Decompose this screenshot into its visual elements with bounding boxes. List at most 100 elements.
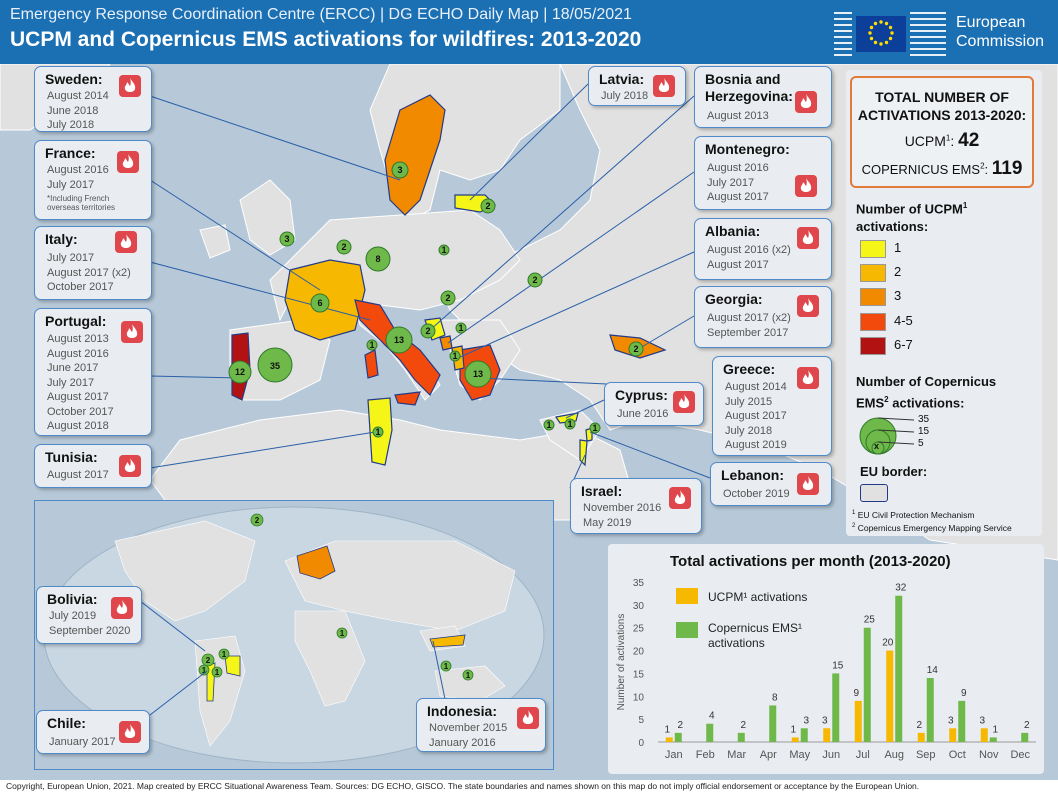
legend-swatch-1 [860, 240, 886, 258]
y-tick-label: 5 [638, 715, 644, 726]
legend-swatch-ems [676, 622, 698, 638]
ems-legend-title: Number of Copernicus EMS2 activations: [856, 374, 997, 411]
svg-text:1: 1 [466, 671, 471, 680]
chart-title: Total activations per month (2013-2020) [670, 553, 951, 570]
country-israel [579, 439, 588, 467]
y-tick-label: 10 [633, 692, 645, 703]
bar-ems [706, 723, 714, 742]
bar-ems [926, 678, 934, 742]
bar-ucpm [980, 728, 988, 742]
footer: Copyright, European Union, 2021. Map cre… [0, 780, 1058, 794]
x-tick-label: Jun [822, 749, 840, 761]
eu-border-legend-title: EU border: [860, 464, 928, 479]
svg-text:2: 2 [445, 293, 450, 303]
card-israel: Israel: November 2016 May 2019 [570, 478, 702, 534]
svg-text:12: 12 [235, 367, 245, 377]
bar-ems [674, 732, 682, 742]
card-indonesia: Indonesia: November 2015 January 2016 [416, 698, 546, 752]
svg-text:2: 2 [255, 516, 260, 525]
x-tick-label: Feb [696, 749, 715, 761]
card-bosnia-and-herzegovina: Bosnia and Herzegovina: August 2013 [694, 66, 832, 128]
fire-icon [117, 151, 139, 173]
svg-text:2: 2 [425, 326, 430, 336]
fire-icon [795, 175, 817, 197]
card-tunisia: Tunisia: August 2017 [34, 444, 152, 488]
fire-icon [797, 473, 819, 495]
y-tick-label: 0 [638, 738, 644, 749]
svg-text:1: 1 [444, 662, 449, 671]
y-tick-label: 30 [633, 601, 645, 612]
country-sweden [384, 94, 446, 216]
card-georgia: Georgia: August 2017 (x2) September 2017 [694, 286, 832, 348]
legend-label-ucpm: UCPM¹ activations [708, 590, 807, 604]
data-label: 3 [822, 715, 828, 726]
svg-text:6: 6 [317, 298, 322, 308]
bar-ems [989, 737, 997, 742]
card-bolivia: Bolivia: July 2019 September 2020 [36, 586, 142, 644]
fire-icon [797, 227, 819, 249]
fire-icon [119, 721, 141, 743]
svg-text:1: 1 [222, 650, 227, 659]
card-latvia: Latvia: July 2018 [588, 66, 686, 106]
card-greece: Greece: August 2014 July 2015 August 201… [712, 356, 832, 456]
bar-ems [1021, 732, 1029, 742]
data-label: 15 [832, 660, 844, 671]
svg-text:1: 1 [340, 629, 345, 638]
legend-swatch-4-5 [860, 313, 886, 331]
card-chile: Chile: January 2017 [36, 710, 150, 754]
data-label: 9 [961, 688, 967, 699]
legend-label-ems-cont: activations [708, 636, 765, 650]
data-label: 4 [709, 711, 715, 722]
legend-swatch-6-7 [860, 337, 886, 355]
data-label: 3 [979, 715, 985, 726]
fire-icon [797, 295, 819, 317]
y-tick-label: 20 [633, 647, 645, 658]
data-label: 2 [677, 720, 683, 731]
x-tick-label: May [789, 749, 810, 761]
x-tick-label: Mar [727, 749, 746, 761]
bar-ucpm [665, 737, 673, 742]
map-title: UCPM and Copernicus EMS activations for … [10, 28, 642, 51]
country-sardinia [364, 349, 379, 379]
x-tick-label: Sep [916, 749, 936, 761]
bar-ucpm [949, 728, 957, 742]
card-france: France: August 2016 July 2017 *Including… [34, 140, 152, 220]
fire-icon [797, 367, 819, 389]
data-label: 1 [992, 724, 998, 735]
legend-swatch-2 [860, 264, 886, 282]
svg-text:8: 8 [375, 254, 380, 264]
bar-ucpm [791, 737, 799, 742]
header: Emergency Response Coordination Centre (… [0, 0, 1058, 64]
svg-text:2: 2 [633, 344, 638, 354]
svg-text:3: 3 [284, 234, 289, 244]
brand-name: European Commission [956, 14, 1045, 50]
ucpm-total: UCPM1: 42 [904, 130, 980, 151]
fire-icon [121, 321, 143, 343]
data-label: 3 [948, 715, 954, 726]
european-commission-logo: European Commission [830, 6, 1050, 60]
card-lebanon: Lebanon: October 2019 [710, 462, 832, 506]
footnotes: 1 EU Civil Protection Mechanism 2 Copern… [852, 509, 1012, 533]
ems-total: COPERNICUS EMS2: 119 [861, 158, 1023, 179]
bar-ucpm [854, 700, 862, 742]
svg-text:3: 3 [397, 165, 402, 175]
data-label: 1 [664, 724, 670, 735]
data-label: 9 [853, 688, 859, 699]
data-label: 2 [1024, 720, 1030, 731]
card-italy: Italy: July 2017 August 2017 (x2) Octobe… [34, 226, 152, 300]
fire-icon [111, 597, 133, 619]
svg-text:2: 2 [485, 201, 490, 211]
svg-text:1: 1 [375, 427, 380, 437]
fire-icon [517, 707, 539, 729]
bar-ems [737, 732, 745, 742]
fire-icon [119, 455, 141, 477]
y-tick-label: 25 [633, 624, 645, 635]
svg-text:2: 2 [206, 656, 211, 665]
svg-text:1: 1 [546, 420, 551, 430]
y-tick-label: 35 [633, 578, 645, 589]
ems-circle-labels: 3 2 3 2 8 1 6 2 2 1 2 1 13 1 12 35 13 2 … [235, 165, 639, 437]
legend-swatch-3 [860, 288, 886, 306]
data-label: 20 [882, 638, 894, 649]
data-label: 25 [864, 615, 876, 626]
ucpm-legend-title: Number of UCPM1 activations: [856, 201, 968, 235]
